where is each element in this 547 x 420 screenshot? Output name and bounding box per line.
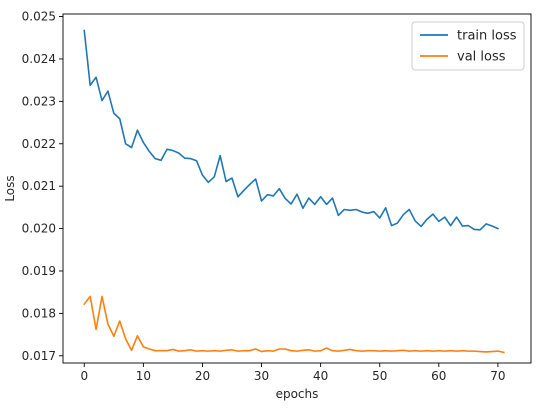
plot-frame <box>62 13 532 364</box>
y-tick-label: 0.019 <box>22 264 56 278</box>
series-line-train-loss <box>83 29 499 231</box>
y-tick-label: 0.017 <box>22 349 56 363</box>
legend-box <box>411 21 525 71</box>
plot-lines <box>83 29 505 354</box>
x-tick-label: 40 <box>313 369 328 383</box>
x-tick-label: 50 <box>372 369 387 383</box>
x-tick-label: 10 <box>136 369 151 383</box>
y-axis-ticks: 0.017 0.018 0.019 0.020 0.021 0.022 0.023 0.024… <box>22 10 63 363</box>
y-tick-label: 0.025 <box>22 10 56 24</box>
x-tick-label: 0 <box>80 369 88 383</box>
x-axis-label: epochs <box>276 387 319 401</box>
x-tick-label: 70 <box>490 369 505 383</box>
legend-label: train loss <box>457 29 517 44</box>
y-axis-label: Loss <box>3 175 17 201</box>
x-tick-label: 20 <box>195 369 210 383</box>
x-tick-label: 60 <box>431 369 446 383</box>
y-tick-label: 0.022 <box>22 137 56 151</box>
y-tick-label: 0.021 <box>22 179 56 193</box>
legend-label: val loss <box>457 50 506 65</box>
y-tick-label: 0.018 <box>22 306 56 320</box>
y-tick-label: 0.020 <box>22 222 56 236</box>
series-line-val-loss <box>83 295 505 354</box>
x-axis-ticks: 0 10 20 30 40 50 60 70 <box>80 363 506 383</box>
y-tick-label: 0.024 <box>22 52 56 66</box>
legend: train loss val loss <box>411 21 525 71</box>
y-tick-label: 0.023 <box>22 94 56 108</box>
x-tick-label: 30 <box>254 369 269 383</box>
